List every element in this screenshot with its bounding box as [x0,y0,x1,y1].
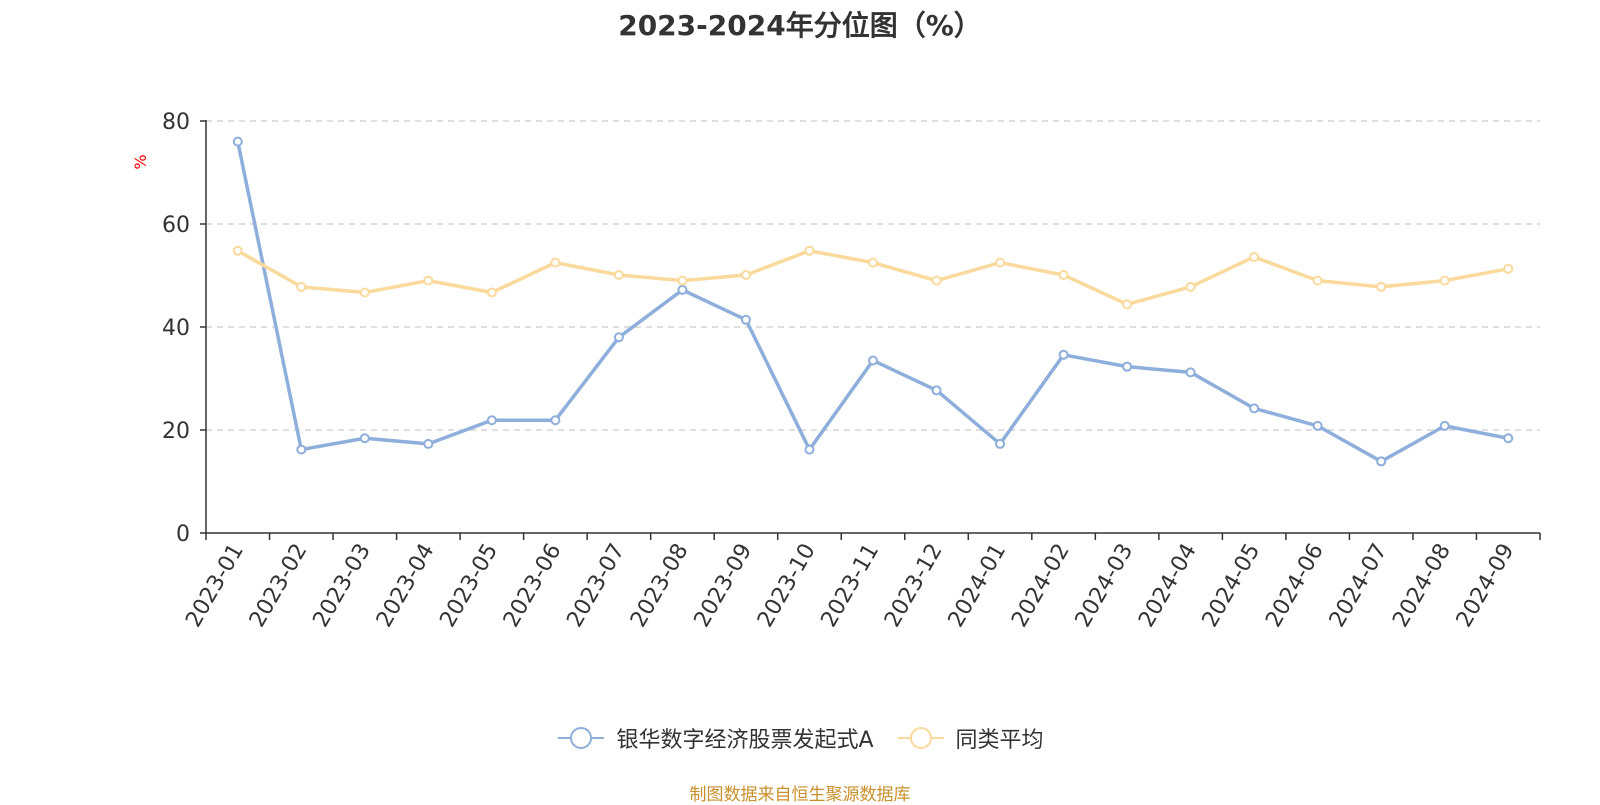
series-line-0 [236,141,1509,464]
data-point[interactable] [931,385,942,396]
data-point[interactable] [677,284,688,295]
x-tick-label: 2023-01 [181,540,249,632]
data-point[interactable] [613,332,624,343]
data-point[interactable] [995,438,1006,449]
data-point[interactable] [1439,420,1450,431]
x-tick-label: 2023-05 [435,540,503,632]
x-tick-label: 2023-06 [499,540,567,632]
x-tick-label: 2023-12 [880,540,948,632]
data-point[interactable] [1503,263,1514,274]
data-point[interactable] [995,257,1006,268]
data-point[interactable] [359,433,370,444]
data-point[interactable] [868,355,878,366]
data-point[interactable] [868,257,878,268]
data-point[interactable] [232,245,243,256]
legend-label-fund: 银华数字经济股票发起式A [616,728,874,753]
x-tick-label: 2024-01 [944,540,1012,632]
data-point[interactable] [931,275,942,286]
x-tick-label: 2023-10 [753,540,821,632]
data-point[interactable] [1249,251,1260,262]
data-point[interactable] [1185,281,1196,292]
axes: 0204060802023-012023-022023-032023-04202… [162,110,1541,632]
data-point[interactable] [1058,269,1069,280]
x-tick-label: 2024-08 [1388,540,1456,632]
data-point[interactable] [1376,281,1387,292]
data-point[interactable] [232,136,243,147]
data-point[interactable] [550,257,561,268]
data-point[interactable] [613,269,624,280]
series-lines [232,136,1514,467]
data-point[interactable] [1439,275,1450,286]
data-point[interactable] [1312,275,1323,286]
data-point[interactable] [1122,299,1133,310]
y-tick-label: 0 [176,522,190,547]
y-tick-label: 20 [162,419,190,444]
data-point[interactable] [296,281,307,292]
data-point[interactable] [296,444,307,455]
data-point[interactable] [486,287,497,298]
data-point[interactable] [1122,361,1133,372]
legend-label-peer-average: 同类平均 [955,728,1044,753]
legend-item-fund[interactable]: 银华数字经济股票发起式A [556,722,874,754]
data-point[interactable] [740,314,751,325]
data-point[interactable] [804,444,815,455]
legend: 银华数字经济股票发起式A 同类平均 [0,722,1600,754]
data-point[interactable] [804,245,815,256]
x-tick-label: 2023-08 [626,540,694,632]
x-tick-label: 2023-07 [562,540,630,632]
data-point[interactable] [423,438,434,449]
data-point[interactable] [1312,420,1323,431]
legend-marker-fund-icon [558,727,605,749]
x-tick-label: 2024-09 [1452,540,1520,632]
y-tick-label: 40 [162,316,190,341]
data-point[interactable] [740,269,751,280]
data-point[interactable] [1058,349,1069,360]
data-point[interactable] [1249,403,1260,414]
data-point[interactable] [359,287,370,298]
legend-item-peer-average[interactable]: 同类平均 [896,722,1044,754]
x-tick-label: 2024-04 [1134,540,1202,632]
x-tick-label: 2024-06 [1261,540,1329,632]
x-tick-label: 2024-05 [1198,540,1266,632]
x-tick-label: 2023-02 [245,540,313,632]
x-tick-label: 2024-07 [1325,540,1393,632]
data-point[interactable] [677,275,688,286]
y-axis-label: % [131,154,150,169]
legend-marker-peer-average-icon [897,727,944,749]
x-tick-label: 2023-03 [308,540,376,632]
data-point[interactable] [423,275,434,286]
x-tick-label: 2024-02 [1007,540,1075,632]
grid-lines [206,120,1540,431]
data-point[interactable] [486,415,497,426]
y-tick-label: 80 [162,110,190,135]
chart-title: 2023-2024年分位图（%） [618,9,982,42]
data-point[interactable] [1185,367,1196,378]
x-tick-label: 2023-04 [372,540,440,632]
data-point[interactable] [1376,456,1387,467]
data-point[interactable] [1503,433,1514,444]
x-tick-label: 2023-09 [690,540,758,632]
source-note: 制图数据来自恒生聚源数据库 [689,785,911,805]
y-tick-label: 60 [162,213,190,238]
x-tick-label: 2023-11 [817,540,885,632]
data-point[interactable] [550,415,561,426]
x-tick-label: 2024-03 [1071,540,1139,632]
